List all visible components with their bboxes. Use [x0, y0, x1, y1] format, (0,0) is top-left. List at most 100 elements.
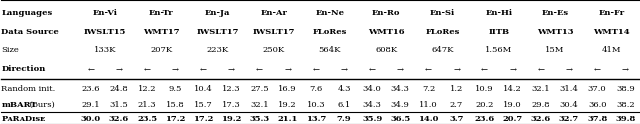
Text: 32.6: 32.6	[531, 115, 551, 123]
Text: Data Source: Data Source	[1, 28, 59, 36]
Text: 21.3: 21.3	[138, 101, 156, 109]
Text: WMT16: WMT16	[368, 28, 404, 36]
Text: 19.0: 19.0	[504, 101, 522, 109]
Text: Direction: Direction	[1, 65, 45, 73]
Text: ←: ←	[369, 65, 376, 73]
Text: En-Ro: En-Ro	[372, 9, 401, 17]
Text: 9.5: 9.5	[168, 85, 182, 93]
Text: →: →	[397, 65, 404, 73]
Text: En-Hi: En-Hi	[485, 9, 512, 17]
Text: ←: ←	[312, 65, 319, 73]
Text: 36.0: 36.0	[588, 101, 607, 109]
Text: IITB: IITB	[488, 28, 509, 36]
Text: 223K: 223K	[206, 46, 228, 54]
Text: 23.6: 23.6	[474, 115, 495, 123]
Text: 17.2: 17.2	[193, 115, 214, 123]
Text: En-Tr: En-Tr	[149, 9, 173, 17]
Text: ←: ←	[425, 65, 432, 73]
Text: PᴀRᴀDɪsᴇ: PᴀRᴀDɪsᴇ	[1, 115, 45, 123]
Text: 15.7: 15.7	[194, 101, 212, 109]
Text: →: →	[622, 65, 628, 73]
Text: En-Ne: En-Ne	[316, 9, 344, 17]
Text: 10.9: 10.9	[476, 85, 494, 93]
Text: →: →	[453, 65, 460, 73]
Text: IWSLT15: IWSLT15	[84, 28, 126, 36]
Text: 133K: 133K	[93, 46, 116, 54]
Text: 647K: 647K	[431, 46, 454, 54]
Text: ←: ←	[200, 65, 207, 73]
Text: 37.8: 37.8	[587, 115, 607, 123]
Text: 27.5: 27.5	[250, 85, 269, 93]
Text: 250K: 250K	[262, 46, 285, 54]
Text: FLoRes: FLoRes	[425, 28, 460, 36]
Text: En-Ar: En-Ar	[260, 9, 287, 17]
Text: 39.8: 39.8	[615, 115, 636, 123]
Text: En-Vi: En-Vi	[92, 9, 117, 17]
Text: 1.56M: 1.56M	[485, 46, 513, 54]
Text: 10.4: 10.4	[194, 85, 212, 93]
Text: 7.2: 7.2	[422, 85, 435, 93]
Text: 13.7: 13.7	[306, 115, 326, 123]
Text: 41M: 41M	[602, 46, 621, 54]
Text: 608K: 608K	[375, 46, 397, 54]
Text: IWSLT17: IWSLT17	[196, 28, 239, 36]
Text: 17.3: 17.3	[222, 101, 241, 109]
Text: ←: ←	[143, 65, 150, 73]
Text: 11.0: 11.0	[419, 101, 438, 109]
Text: 7.6: 7.6	[309, 85, 323, 93]
Text: Languages: Languages	[1, 9, 52, 17]
Text: 32.6: 32.6	[109, 115, 129, 123]
Text: 30.0: 30.0	[81, 115, 101, 123]
Text: 19.2: 19.2	[221, 115, 242, 123]
Text: 30.4: 30.4	[559, 101, 579, 109]
Text: FLoRes: FLoRes	[313, 28, 347, 36]
Text: Random init.: Random init.	[1, 85, 56, 93]
Text: IWSLT17: IWSLT17	[252, 28, 295, 36]
Text: ←: ←	[594, 65, 601, 73]
Text: 14.0: 14.0	[418, 115, 438, 123]
Text: 12.2: 12.2	[138, 85, 156, 93]
Text: 23.5: 23.5	[137, 115, 157, 123]
Text: 34.3: 34.3	[363, 101, 381, 109]
Text: 38.9: 38.9	[616, 85, 635, 93]
Text: WMT14: WMT14	[593, 28, 630, 36]
Text: 34.0: 34.0	[363, 85, 381, 93]
Text: →: →	[509, 65, 516, 73]
Text: 31.5: 31.5	[109, 101, 129, 109]
Text: 32.1: 32.1	[250, 101, 269, 109]
Text: En-Fr: En-Fr	[598, 9, 624, 17]
Text: 10.3: 10.3	[307, 101, 325, 109]
Text: →: →	[284, 65, 291, 73]
Text: 20.2: 20.2	[476, 101, 494, 109]
Text: →: →	[172, 65, 179, 73]
Text: 21.1: 21.1	[278, 115, 298, 123]
Text: 6.1: 6.1	[337, 101, 351, 109]
Text: ←: ←	[256, 65, 263, 73]
Text: Size: Size	[1, 46, 19, 54]
Text: 29.1: 29.1	[81, 101, 100, 109]
Text: ←: ←	[538, 65, 545, 73]
Text: 1.2: 1.2	[450, 85, 463, 93]
Text: 35.3: 35.3	[250, 115, 269, 123]
Text: 38.2: 38.2	[616, 101, 635, 109]
Text: 14.2: 14.2	[504, 85, 522, 93]
Text: 4.3: 4.3	[337, 85, 351, 93]
Text: 7.9: 7.9	[337, 115, 351, 123]
Text: En-Ja: En-Ja	[205, 9, 230, 17]
Text: 36.5: 36.5	[390, 115, 410, 123]
Text: 24.8: 24.8	[109, 85, 129, 93]
Text: En-Es: En-Es	[541, 9, 568, 17]
Text: 34.9: 34.9	[391, 101, 410, 109]
Text: 23.6: 23.6	[82, 85, 100, 93]
Text: 35.9: 35.9	[362, 115, 382, 123]
Text: 207K: 207K	[150, 46, 172, 54]
Text: 32.7: 32.7	[559, 115, 579, 123]
Text: →: →	[228, 65, 235, 73]
Text: 19.2: 19.2	[278, 101, 297, 109]
Text: mBART: mBART	[1, 101, 37, 109]
Text: (ours): (ours)	[27, 101, 54, 109]
Text: 564K: 564K	[319, 46, 341, 54]
Text: 3.7: 3.7	[449, 115, 464, 123]
Text: →: →	[566, 65, 573, 73]
Text: 34.3: 34.3	[391, 85, 410, 93]
